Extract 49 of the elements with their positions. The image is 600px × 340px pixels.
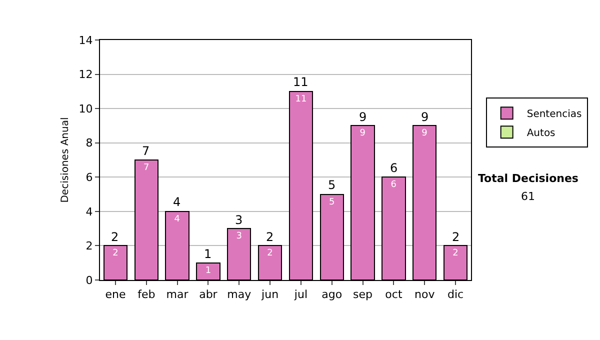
x-tick-label: dic <box>447 288 464 302</box>
x-tick-label: sep <box>353 288 373 302</box>
y-tick-label: 6 <box>86 170 93 184</box>
data-label: 7 <box>144 163 150 173</box>
data-label: 2 <box>267 248 273 259</box>
x-tick-label: jun <box>260 288 279 302</box>
x-tick-label: ene <box>105 288 126 302</box>
x-tick-label: abr <box>199 288 218 302</box>
x-tick-label: ago <box>322 288 342 302</box>
x-tick-label: feb <box>138 288 156 302</box>
data-label: 2 <box>452 248 458 259</box>
total-label: 2 <box>111 230 119 244</box>
text: 61 <box>521 190 535 203</box>
total-label: 9 <box>359 110 367 124</box>
y-tick-label: 4 <box>86 205 93 218</box>
total-label: 6 <box>390 161 398 175</box>
data-label: 9 <box>422 128 428 139</box>
total-label: 2 <box>452 230 460 244</box>
total-label: 3 <box>235 213 243 227</box>
text: Total Decisiones <box>478 172 579 185</box>
y-tick-label: 2 <box>86 240 93 253</box>
data-label: 3 <box>236 232 242 242</box>
data-label: 9 <box>360 128 366 139</box>
x-tick-label: may <box>227 288 252 302</box>
y-tick-label: 10 <box>78 102 93 116</box>
y-tick-label: 8 <box>86 136 93 150</box>
y-axis-title: Decisiones Anual <box>60 117 71 203</box>
total-label: 9 <box>421 110 429 124</box>
total-label: 4 <box>173 195 181 209</box>
total-label: 1 <box>204 247 212 261</box>
y-tick-label: 0 <box>86 274 93 287</box>
y-tick-label: 12 <box>78 68 93 82</box>
data-label: 4 <box>174 214 180 224</box>
total-label: 2 <box>266 230 274 244</box>
data-label: 5 <box>329 197 335 208</box>
total-label: 11 <box>293 75 308 89</box>
data-label: 11 <box>295 94 307 104</box>
total-label: 7 <box>142 144 150 158</box>
x-tick-label: jul <box>293 288 308 302</box>
total-label: 5 <box>328 178 336 192</box>
data-label: 2 <box>112 248 118 259</box>
legend-label: Autos <box>526 128 556 139</box>
data-label: 6 <box>390 180 397 190</box>
data-label: 1 <box>205 266 212 276</box>
x-tick-label: nov <box>414 288 436 302</box>
y-tick-label: 14 <box>78 34 93 47</box>
x-tick-label: mar <box>166 288 189 302</box>
x-tick-label: oct <box>385 288 403 302</box>
legend-label: Sentencias <box>526 109 582 120</box>
